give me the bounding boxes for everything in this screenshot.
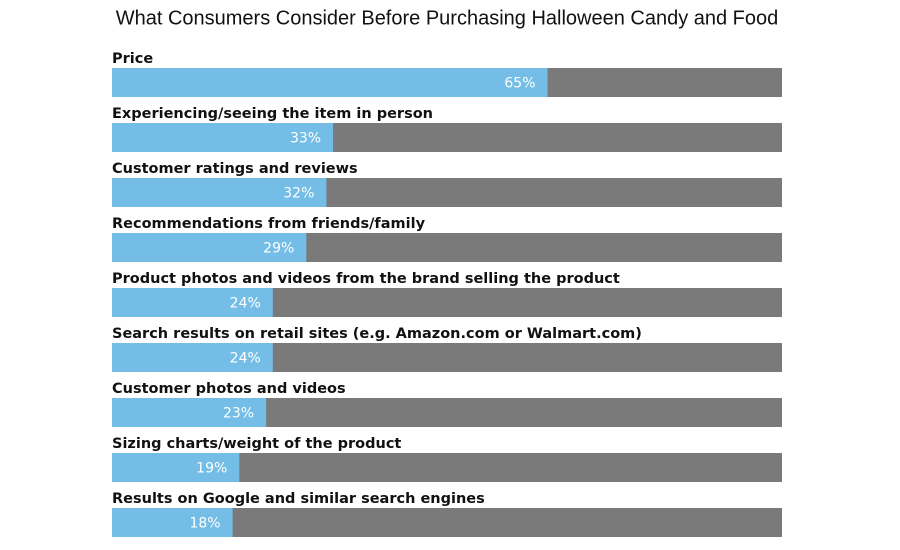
value-label: 32% (283, 186, 314, 202)
chart-title: What Consumers Consider Before Purchasin… (116, 7, 779, 29)
bar (112, 123, 334, 152)
category-label: Experiencing/seeing the item in person (112, 106, 433, 122)
bar (112, 453, 240, 482)
category-label: Product photos and videos from the brand… (112, 271, 620, 287)
value-label: 24% (230, 351, 261, 367)
bar (112, 68, 548, 97)
category-label: Price (112, 51, 153, 67)
category-label: Recommendations from friends/family (112, 216, 426, 232)
value-label: 33% (290, 131, 321, 147)
category-label: Results on Google and similar search eng… (112, 491, 485, 507)
bar (112, 178, 327, 207)
bar (112, 343, 273, 372)
value-label: 29% (263, 241, 294, 257)
value-label: 24% (230, 296, 261, 312)
category-label: Customer ratings and reviews (112, 161, 358, 177)
category-label: Sizing charts/weight of the product (112, 436, 401, 452)
bar (112, 233, 307, 262)
value-label: 19% (196, 461, 227, 477)
bar (112, 398, 267, 427)
value-label: 65% (504, 76, 535, 92)
bar (112, 508, 233, 537)
value-label: 18% (189, 516, 220, 532)
category-label: Customer photos and videos (112, 381, 346, 397)
bar (112, 288, 273, 317)
category-label: Search results on retail sites (e.g. Ama… (112, 326, 642, 342)
value-label: 23% (223, 406, 254, 422)
